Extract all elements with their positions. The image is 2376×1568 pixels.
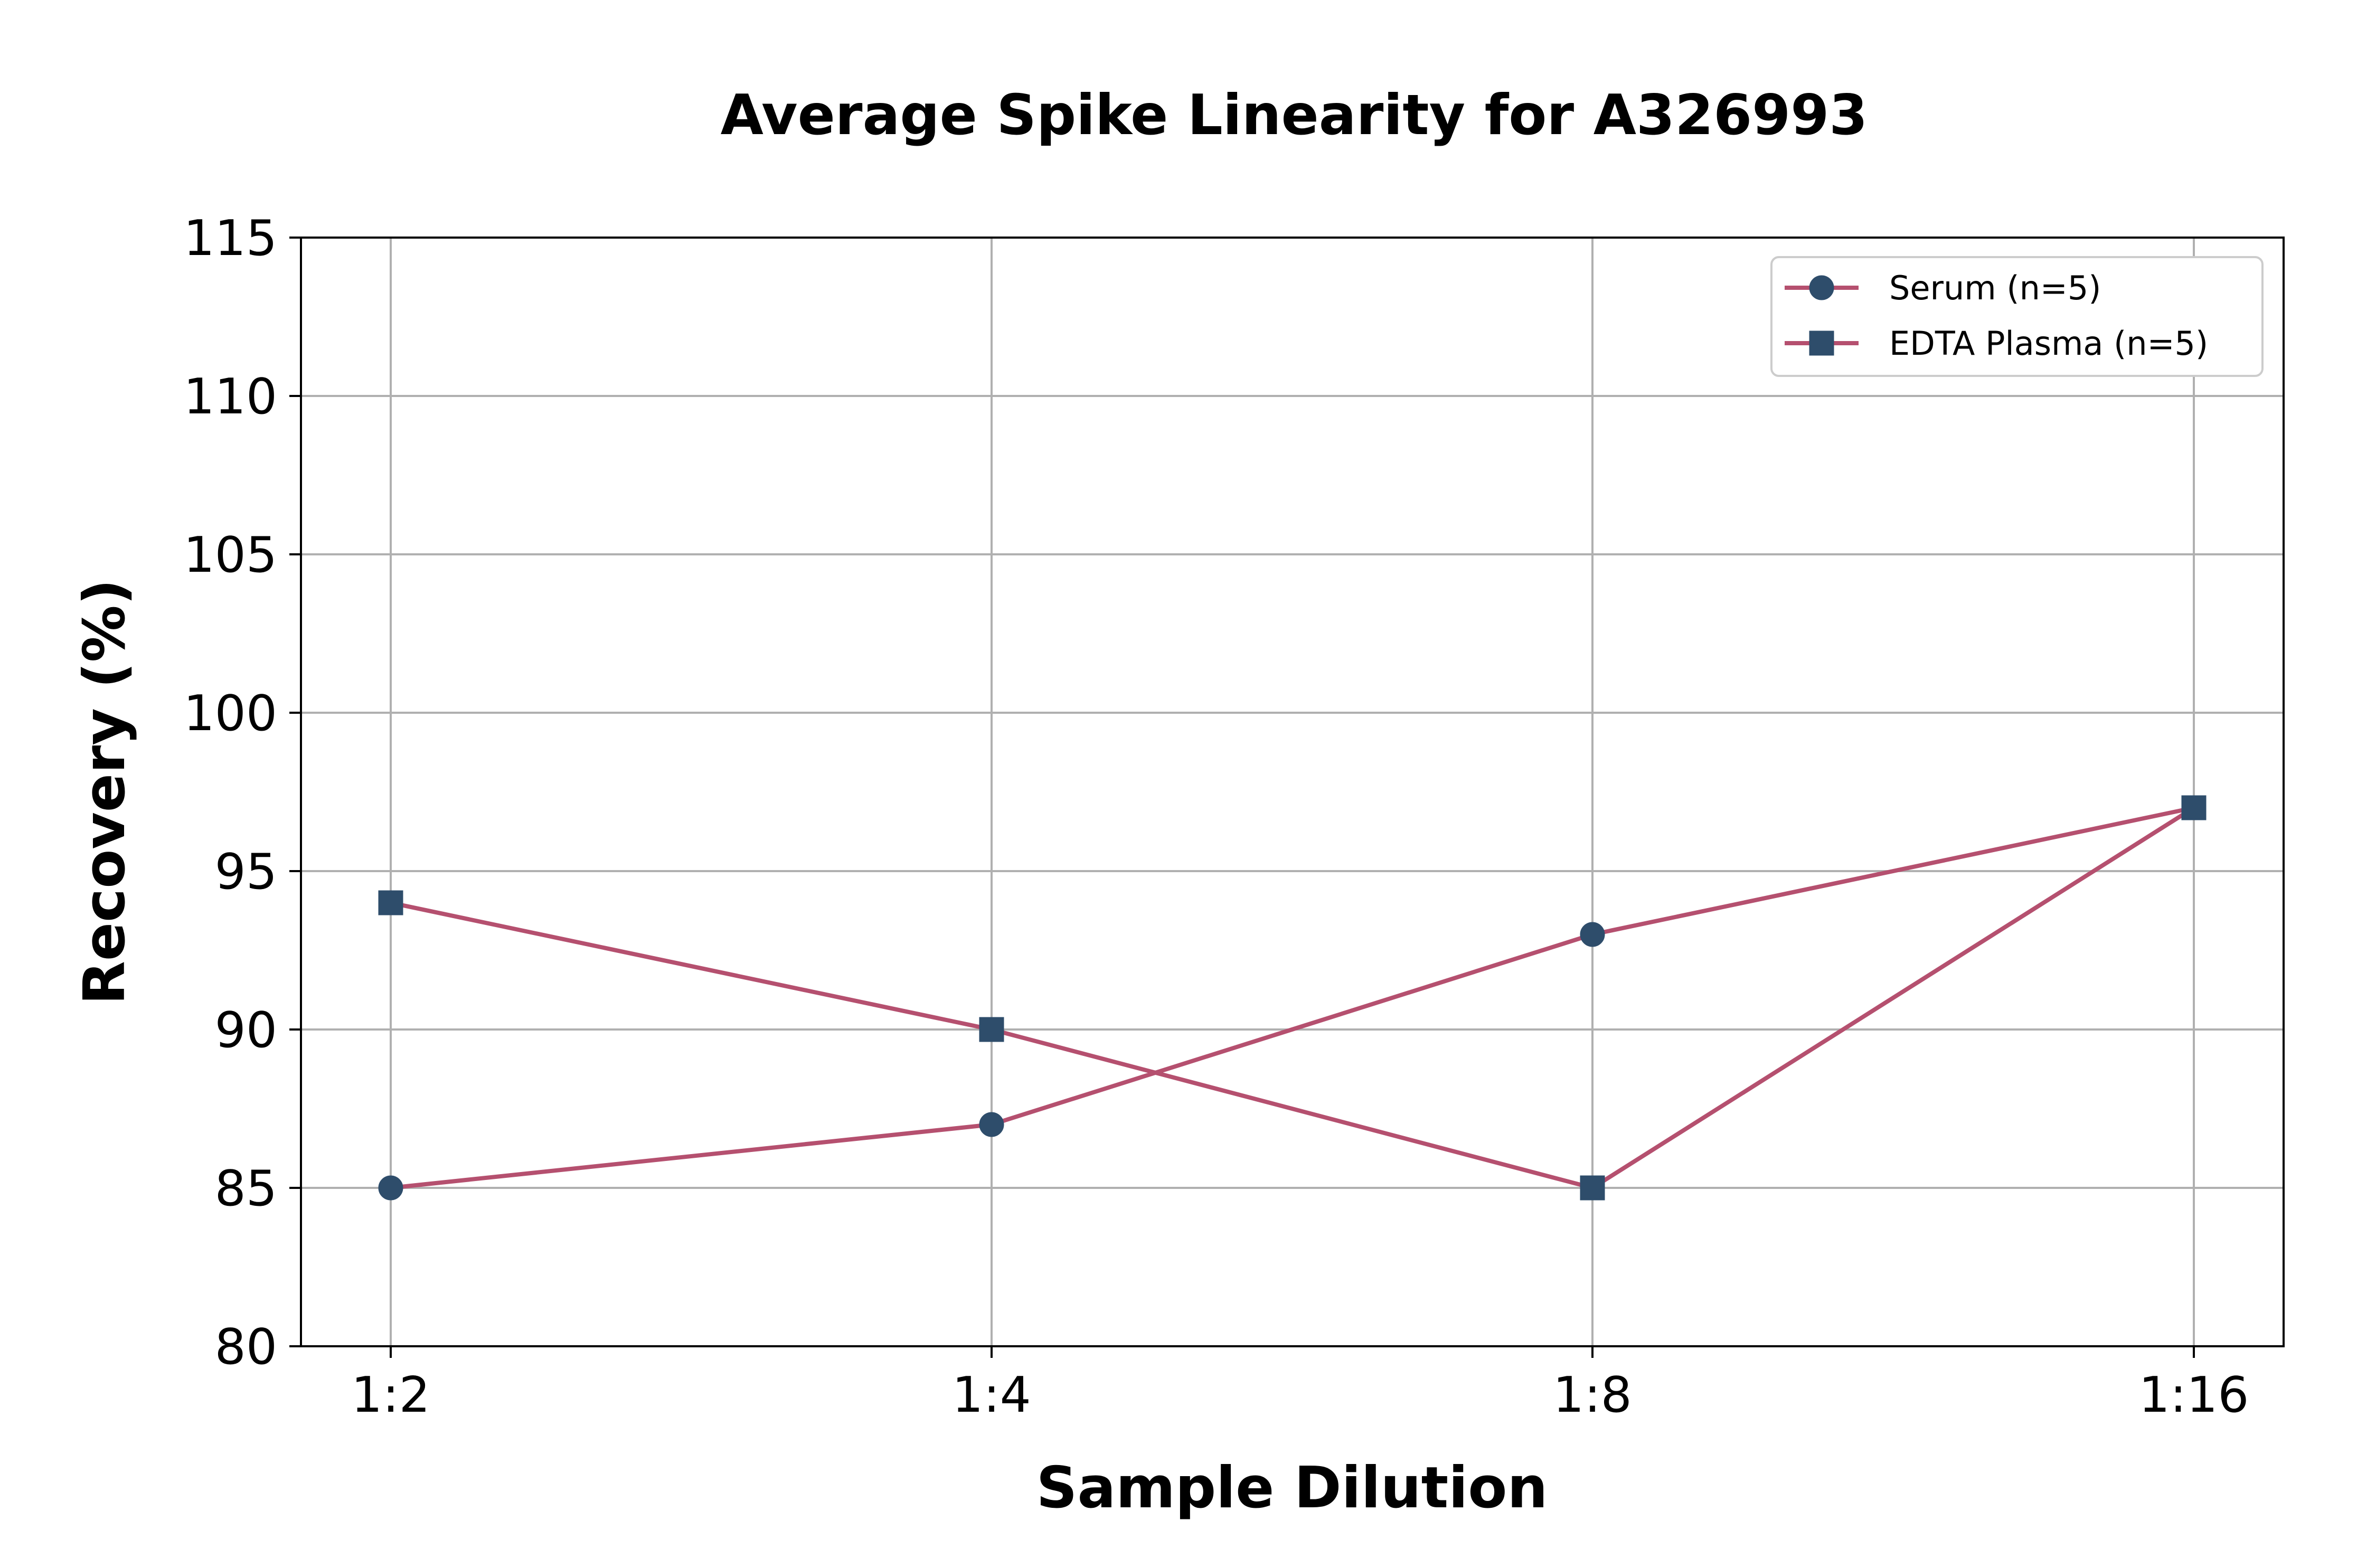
x-tick-label: 1:4 xyxy=(952,1366,1031,1423)
legend-box xyxy=(1770,256,2264,377)
y-tick-label: 90 xyxy=(215,1002,277,1059)
y-axis-label: Recovery (%) xyxy=(72,579,138,1005)
y-tick-label: 115 xyxy=(183,210,277,267)
y-tick-label: 95 xyxy=(215,843,277,900)
chart-title: Average Spike Linearity for A326993 xyxy=(721,83,1868,147)
plot-area-frame xyxy=(300,237,2285,1347)
legend-item-edta-plasma: EDTA Plasma (n=5) xyxy=(1785,324,2208,363)
x-tick-label: 1:16 xyxy=(2139,1366,2249,1423)
legend: Serum (n=5) EDTA Plasma (n=5) xyxy=(1770,256,2264,377)
data-point-serum xyxy=(1580,922,1605,947)
legend-item-serum: Serum (n=5) xyxy=(1785,269,2101,307)
data-point-edta-plasma xyxy=(979,1017,1004,1042)
y-tick-label: 100 xyxy=(183,685,277,742)
y-tick-label: 80 xyxy=(215,1318,277,1375)
legend-label-edta-plasma: EDTA Plasma (n=5) xyxy=(1889,324,2208,363)
y-tick-label: 110 xyxy=(183,368,277,425)
series-line-serum xyxy=(390,806,2194,1190)
y-tick-label: 85 xyxy=(215,1160,277,1217)
data-point-edta-plasma xyxy=(1580,1175,1605,1201)
series-edta-plasma xyxy=(378,795,2207,1201)
data-point-serum xyxy=(378,1175,403,1201)
axis-ticks: 1:2 1:4 1:8 1:16 80 85 90 95 100 105 110 115 xyxy=(183,210,2249,1423)
y-tick-label: 105 xyxy=(183,526,277,583)
legend-marker-edta-plasma xyxy=(1809,330,1834,356)
data-point-edta-plasma xyxy=(378,890,403,915)
x-tick-label: 1:2 xyxy=(351,1366,430,1423)
data-point-edta-plasma xyxy=(2181,795,2207,820)
series-line-edta-plasma xyxy=(390,806,2195,1190)
x-tick-label: 1:8 xyxy=(1553,1366,1632,1423)
data-series xyxy=(378,795,2207,1201)
data-point-serum xyxy=(979,1112,1004,1137)
x-axis-label: Sample Dilution xyxy=(1036,1455,1548,1521)
legend-label-serum: Serum (n=5) xyxy=(1889,269,2101,307)
legend-marker-serum xyxy=(1809,275,1834,300)
